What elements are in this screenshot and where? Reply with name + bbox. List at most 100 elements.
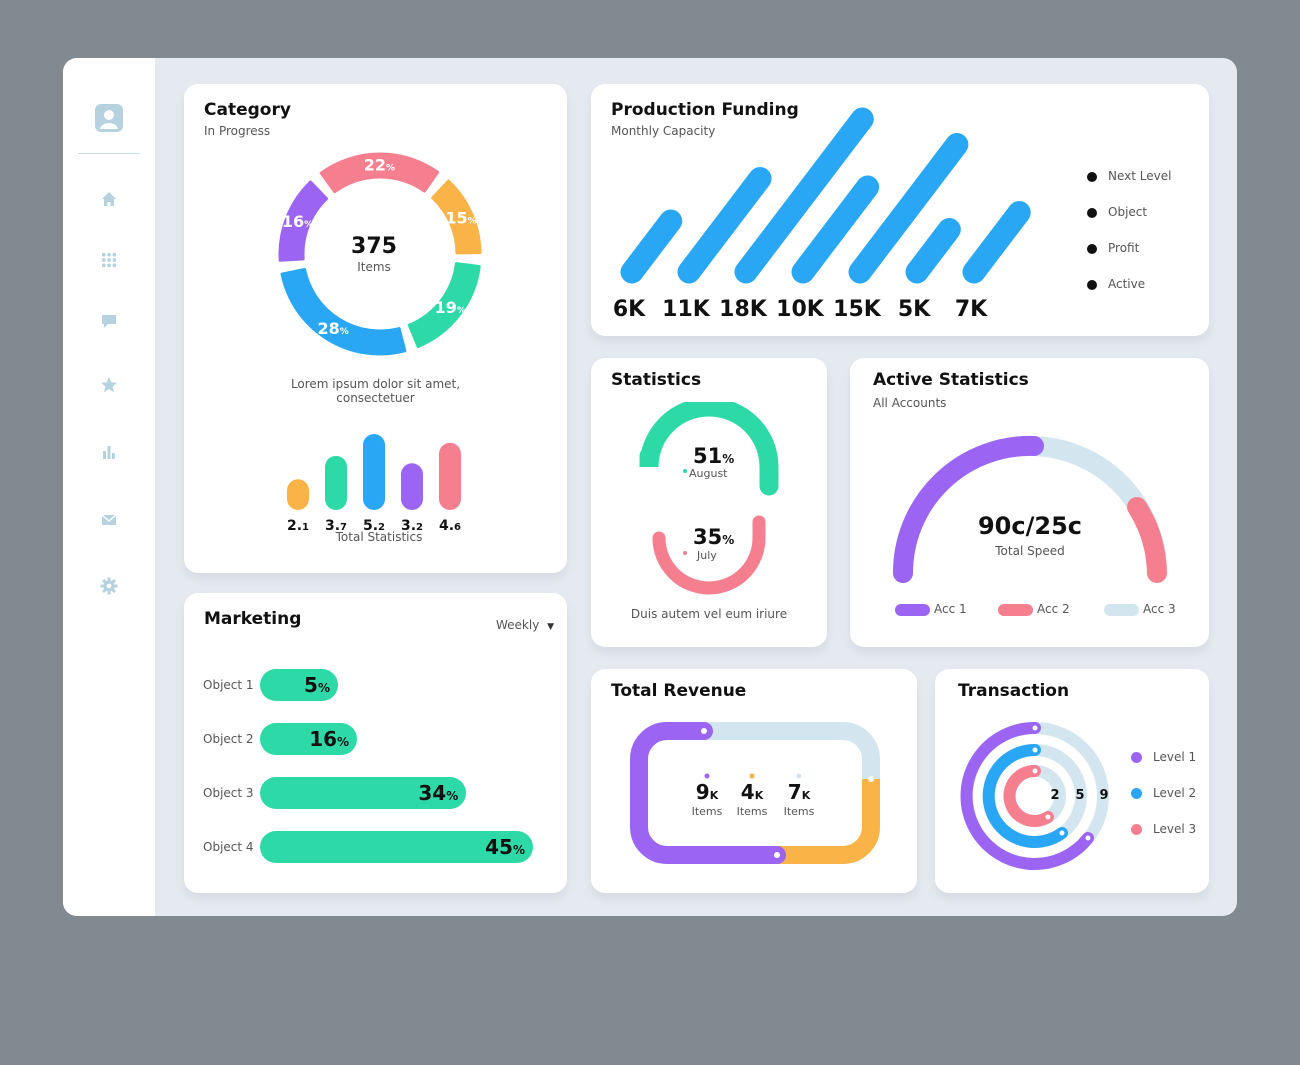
mini-bar-label: 5.2 [363, 518, 385, 534]
revenue-value: 4K [740, 780, 764, 804]
production-funding-card: Production Funding Monthly Capacity 6K 11… [591, 84, 1209, 336]
revenue-label: Items [736, 805, 768, 818]
legend-label: Acc 2 [1037, 602, 1070, 616]
mini-chart-label: Total Statistics [335, 530, 423, 544]
august-arc [639, 402, 779, 496]
card-subtitle: Monthly Capacity [611, 124, 716, 138]
bar-value: 45% [485, 835, 525, 859]
dashboard-frame: Category In Progress 22% 15% 19% 28% 16% 375… [63, 58, 1237, 916]
legend-dot [1087, 280, 1097, 290]
level-3-ring [1003, 764, 1054, 827]
ring-marker [1045, 814, 1051, 820]
august-dot [683, 469, 687, 473]
marketing-bar: 5% [260, 669, 338, 701]
funding-bar [620, 209, 683, 284]
marketing-bar: 45% [260, 831, 533, 863]
legend-label: Level 2 [1153, 786, 1197, 800]
funding-bar-label: 15K [833, 297, 882, 322]
revenue-label: Items [783, 805, 815, 818]
mini-bar-label: 3.7 [325, 518, 347, 534]
level-1-ring [960, 721, 1094, 870]
card-title: Total Revenue [611, 681, 747, 701]
legend-label: Next Level [1108, 169, 1172, 183]
description-line: consectetuer [336, 391, 415, 405]
revenue-track-right [777, 779, 880, 864]
acc1-arc [893, 435, 1044, 583]
ring-label: 9 [1099, 788, 1109, 803]
revenue-track-left [630, 722, 786, 864]
july-dot [683, 551, 687, 555]
bar-chart-icon[interactable] [100, 443, 118, 461]
funding-bar-label: 18K [719, 297, 768, 322]
category-description: Lorem ipsum dolor sit amet, consectetuer [244, 377, 507, 405]
sidebar [63, 58, 155, 916]
home-icon[interactable] [100, 190, 118, 208]
bar-value: 34% [418, 781, 459, 805]
bar-label: Object 2 [203, 732, 254, 746]
production-funding-chart: 6K 11K 18K 10K 15K 5K 7K [613, 107, 1031, 322]
mini-bar [401, 463, 423, 510]
legend-label: Object [1108, 205, 1148, 219]
revenue-value: 9K [695, 780, 719, 804]
item-dot [796, 773, 802, 779]
legend-label: Level 1 [1153, 750, 1197, 764]
category-donut-chart: 22%15%19%28%16% [278, 152, 482, 356]
track-marker [774, 852, 780, 858]
card-title: Active Statistics [873, 370, 1029, 390]
level-2-ring [982, 743, 1068, 848]
bar-value: 5% [304, 673, 330, 697]
funding-bar [791, 175, 880, 284]
legend-dot [1087, 244, 1097, 254]
bar-label: Object 1 [203, 678, 254, 692]
statistics-card: Statistics 51% August 35% July Duis aute… [591, 358, 827, 647]
revenue-track-top [704, 722, 880, 779]
donut-segment [319, 152, 440, 194]
period-dropdown[interactable]: Weekly ▼ [496, 618, 554, 632]
item-dot [704, 773, 710, 779]
july-arc [652, 515, 766, 595]
sidebar-divider [78, 153, 140, 154]
chat-icon[interactable] [100, 312, 118, 330]
funding-bar-label: 10K [776, 297, 825, 322]
marketing-bar: 16% [260, 723, 358, 755]
category-card: Category In Progress 22% 15% 19% 28% 16% 375… [184, 84, 567, 573]
transaction-rings [960, 721, 1109, 870]
card-title: Category [204, 100, 291, 120]
revenue-value: 7K [787, 780, 811, 804]
statistics-footer: Duis autem vel eum iriure [630, 607, 788, 621]
donut-segment [278, 180, 329, 262]
donut-segment [431, 179, 482, 255]
july-label: July [697, 549, 717, 562]
total-statistics-bar-chart: 2.1 3.7 5.2 3.2 4.6 [287, 434, 461, 534]
legend-label: Acc 3 [1143, 602, 1176, 616]
bar-label: Object 3 [203, 786, 254, 800]
donut-center-label: Items [357, 260, 391, 274]
mail-icon[interactable] [100, 511, 118, 529]
funding-bar [677, 167, 772, 284]
legend-label: Active [1108, 277, 1146, 291]
statistics-gauge [639, 402, 779, 595]
donut-center-value: 375 [351, 234, 397, 259]
ring-label: 2 [1050, 788, 1060, 803]
august-value: 51% [693, 444, 735, 468]
legend-swatch [1104, 604, 1139, 616]
ring-marker [1085, 835, 1091, 841]
card-subtitle: All Accounts [873, 396, 947, 410]
grid-icon[interactable] [100, 251, 118, 269]
mini-bar-label: 4.6 [439, 518, 461, 534]
star-icon[interactable] [100, 376, 118, 394]
description-line: Lorem ipsum dolor sit amet, [290, 377, 461, 391]
total-speed-value: 90c/25c [977, 512, 1082, 540]
gear-icon[interactable] [100, 577, 118, 595]
ring-marker [1032, 747, 1038, 753]
mini-bar [287, 479, 309, 510]
period-dropdown-label: Weekly [496, 618, 540, 632]
legend-dot [1131, 752, 1142, 763]
funding-bar-label: 11K [662, 297, 711, 322]
funding-bar [734, 107, 874, 284]
legend-swatch [895, 604, 930, 616]
marketing-card: Marketing Weekly ▼ Object 1 5% Object 2 16%… [184, 593, 567, 893]
user-avatar-icon[interactable] [95, 104, 123, 132]
donut-segment [280, 267, 407, 356]
